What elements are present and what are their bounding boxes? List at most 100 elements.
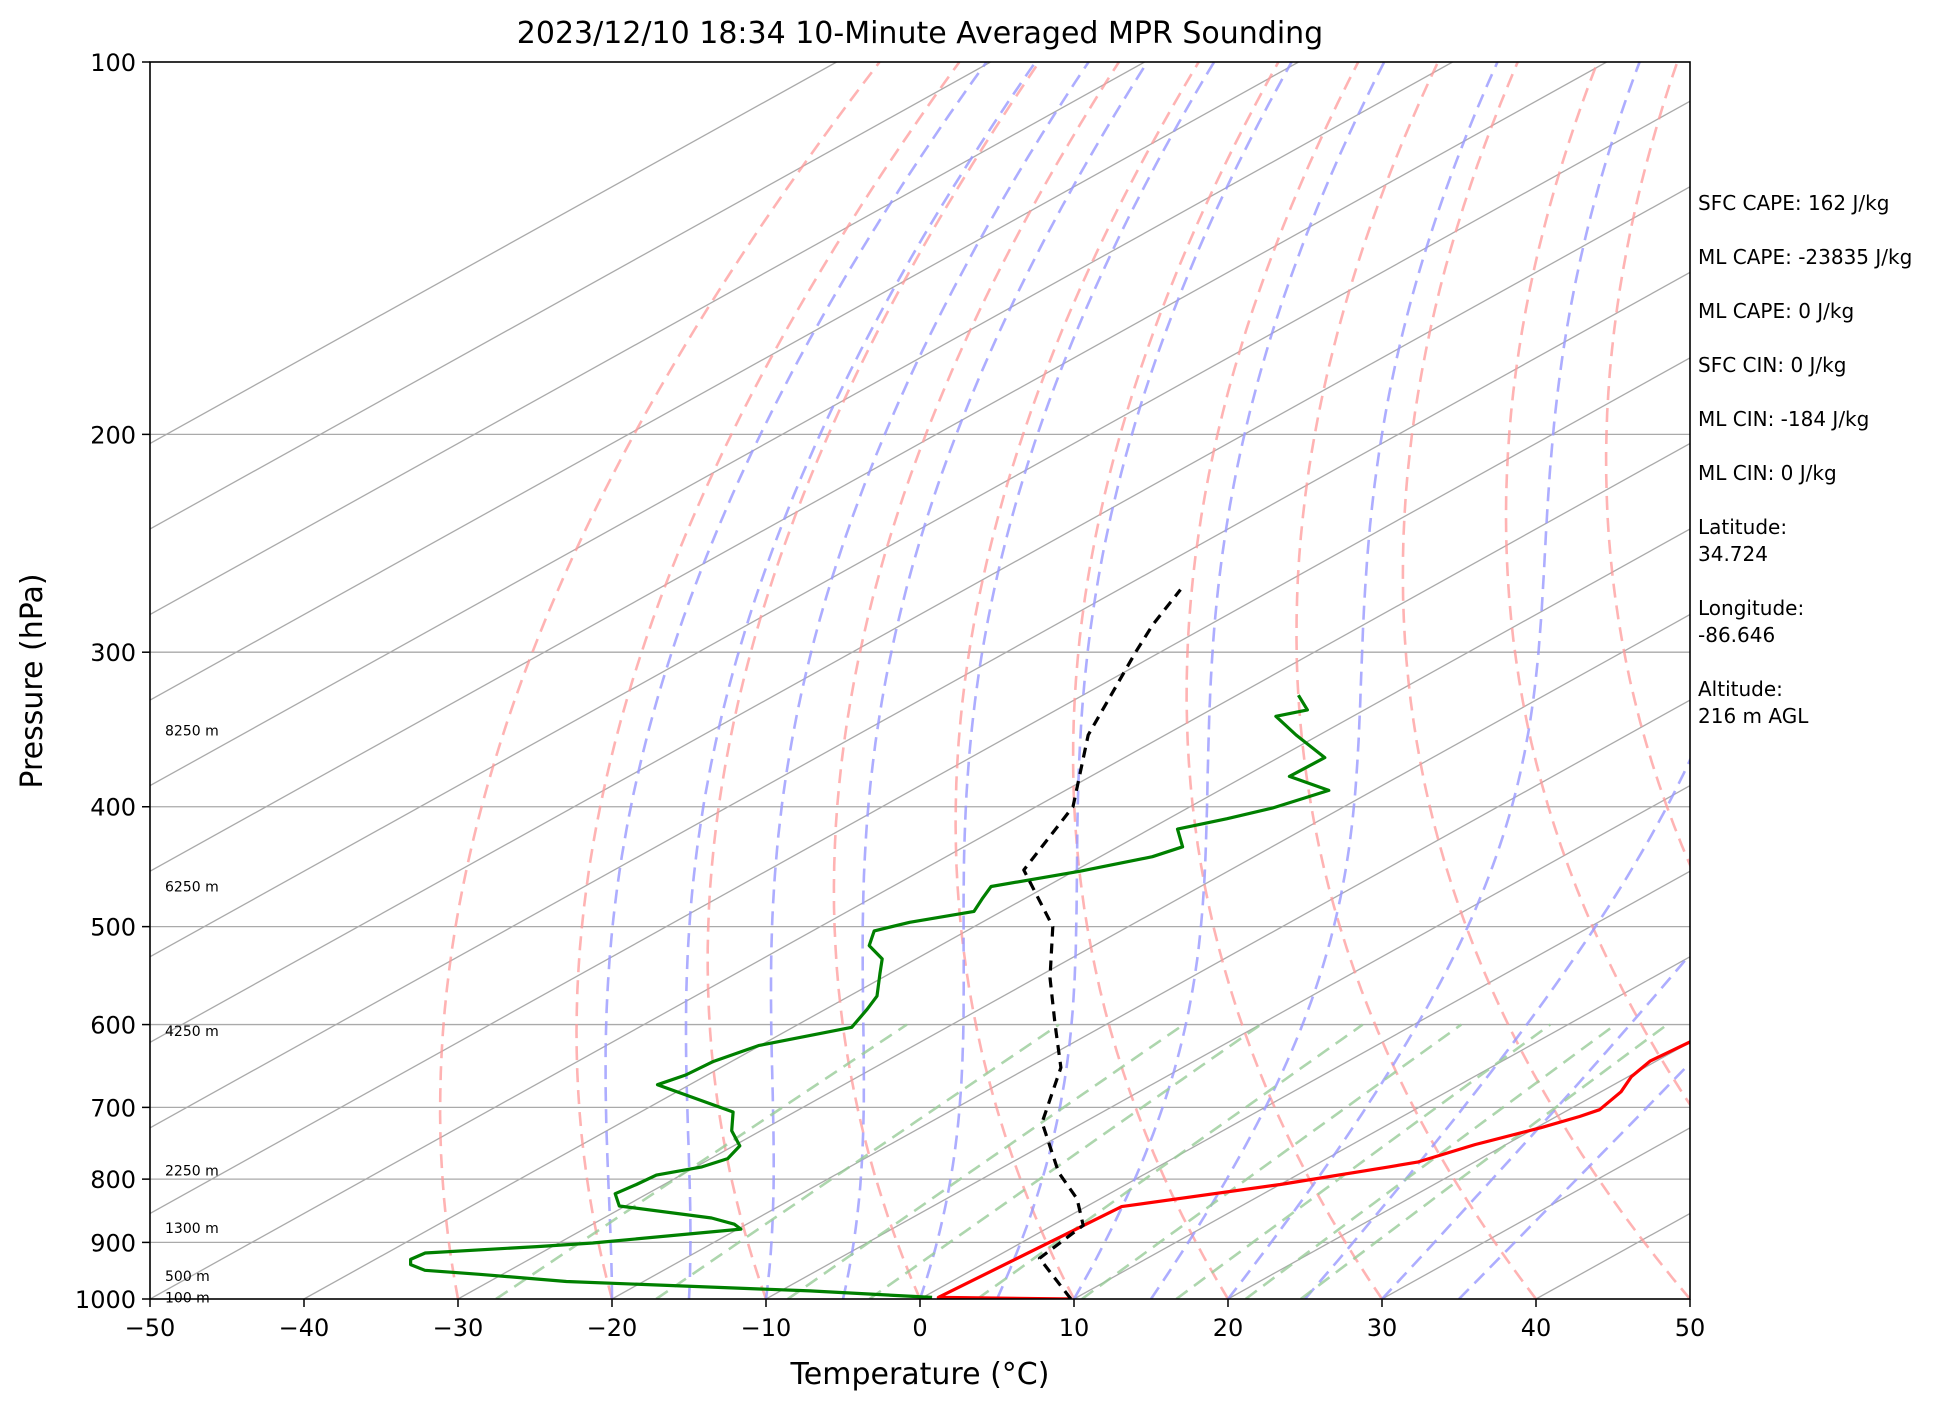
mixing-ratio-line [1175, 1023, 1551, 1299]
y-tick-label: 800 [90, 1166, 136, 1194]
y-tick-label: 100 [90, 49, 136, 77]
isotherm-lines [150, 62, 1690, 1299]
y-tick-label: 700 [90, 1094, 136, 1122]
isotherm-line [1073, 956, 1690, 1299]
moist-adiabat-line [841, 62, 1149, 1299]
mixing-ratio-line [976, 1023, 1364, 1299]
isotherm-line [150, 442, 1690, 1299]
moist-adiabat-line [1072, 62, 1386, 1299]
mixing-ratio-line [1244, 1023, 1617, 1299]
isotherm-line [919, 870, 1690, 1299]
isotherm-line [150, 271, 1690, 1129]
info-line-value: 216 m AGL [1698, 704, 1809, 728]
y-tick-label: 400 [90, 794, 136, 822]
x-tick-label: 40 [1521, 1314, 1552, 1342]
y-tick-label: 900 [90, 1229, 136, 1257]
height-label: 8250 m [165, 723, 219, 739]
dry-adiabat-line [1504, 62, 1690, 1107]
sounding-profiles [409, 588, 1690, 1299]
parcel-profile [1022, 588, 1182, 1299]
x-tick-label: 10 [1059, 1314, 1090, 1342]
info-line: ML CAPE: 0 J/kg [1698, 299, 1854, 323]
isotherm-line [150, 62, 991, 530]
height-label: 4250 m [165, 1024, 219, 1040]
x-axis-ticks: −50 −40 −30 −20 −10 0 10 20 30 40 50 [125, 1299, 1706, 1342]
height-label: 2250 m [165, 1163, 219, 1179]
y-tick-label: 1000 [75, 1286, 136, 1314]
dry-adiabat-line [1604, 62, 1690, 869]
isotherm-line [150, 62, 1299, 701]
y-axis-ticks: 100 200 300 400 500 600 700 800 900 1000 [75, 49, 150, 1314]
y-tick-label: 200 [90, 421, 136, 449]
moist-adiabat-line [764, 62, 1090, 1299]
info-line: Longitude: [1698, 596, 1804, 620]
info-line: Latitude: [1698, 515, 1787, 539]
dewpoint-profile [409, 694, 1331, 1299]
mixing-ratio-line [1081, 1023, 1463, 1299]
info-line: ML CIN: -184 J/kg [1698, 407, 1869, 431]
x-tick-label: −30 [433, 1314, 484, 1342]
dry-adiabat-line [1071, 62, 1280, 1299]
info-panel: SFC CAPE: 162 J/kg ML CAPE: -23835 J/kg ML… [1698, 191, 1912, 728]
mixing-ratio-line [1299, 1023, 1668, 1299]
mixing-ratio-line [655, 1023, 1060, 1299]
info-line: Altitude: [1698, 677, 1783, 701]
x-tick-label: −50 [125, 1314, 176, 1342]
isotherm-line [150, 62, 1607, 872]
moist-adiabat-line [1149, 62, 1499, 1299]
temperature-profile [936, 1040, 1690, 1299]
isotherm-line [1227, 1041, 1690, 1299]
mixing-ratio-line [495, 1023, 908, 1299]
info-line-value: -86.646 [1698, 623, 1775, 647]
isotherm-line [303, 528, 1690, 1299]
mixing-ratio-line [868, 1023, 1262, 1299]
moist-adiabat-line [918, 62, 1216, 1299]
info-line: SFC CIN: 0 J/kg [1698, 353, 1846, 377]
isotherm-line [150, 186, 1690, 1044]
height-label: 500 m [165, 1269, 210, 1285]
isotherm-line [150, 62, 1453, 787]
dry-adiabat-line [706, 62, 1041, 1299]
dry-adiabat-line [438, 62, 881, 1299]
height-label: 6250 m [165, 879, 219, 895]
height-label: 1300 m [165, 1221, 219, 1237]
dry-adiabat-line [575, 62, 961, 1299]
mixing-ratio-lines [495, 1023, 1668, 1299]
x-tick-label: −20 [587, 1314, 638, 1342]
dry-adiabat-line [954, 62, 1200, 1299]
x-tick-label: 50 [1675, 1314, 1706, 1342]
info-line: ML CAPE: -23835 J/kg [1698, 245, 1912, 269]
isotherm-line [611, 699, 1690, 1299]
y-axis-label: Pressure (hPa) [15, 573, 50, 788]
dry-adiabat-line [1295, 62, 1538, 1299]
isotherm-line [150, 62, 837, 445]
y-tick-label: 500 [90, 914, 136, 942]
moist-adiabat-line [604, 62, 988, 1299]
moist-adiabat-line [1226, 62, 1641, 1299]
moist-adiabat-lines [604, 62, 1690, 1299]
y-tick-label: 300 [90, 639, 136, 667]
mixing-ratio-line [787, 1023, 1185, 1299]
x-tick-label: 0 [912, 1314, 927, 1342]
info-line-value: 34.724 [1698, 542, 1768, 566]
chart-title: 2023/12/10 18:34 10-Minute Averaged MPR … [517, 16, 1323, 51]
x-tick-label: −10 [741, 1314, 792, 1342]
x-tick-label: 20 [1213, 1314, 1244, 1342]
isotherm-line [457, 613, 1690, 1299]
dry-adiabat-line [1185, 62, 1384, 1299]
moist-adiabat-line [1458, 1061, 1690, 1299]
plot-frame [149, 61, 1691, 1300]
moist-adiabat-line [684, 62, 1037, 1299]
info-line: ML CIN: 0 J/kg [1698, 461, 1837, 485]
isotherm-line [765, 784, 1690, 1299]
isobar-lines [150, 433, 1690, 1244]
x-tick-label: 30 [1367, 1314, 1398, 1342]
info-line: SFC CAPE: 162 J/kg [1698, 191, 1889, 215]
isotherm-line [150, 62, 1145, 616]
x-tick-label: −40 [279, 1314, 330, 1342]
moist-adiabat-line [1304, 756, 1690, 1299]
isotherm-line [150, 100, 1690, 958]
isotherm-line [150, 357, 1690, 1215]
